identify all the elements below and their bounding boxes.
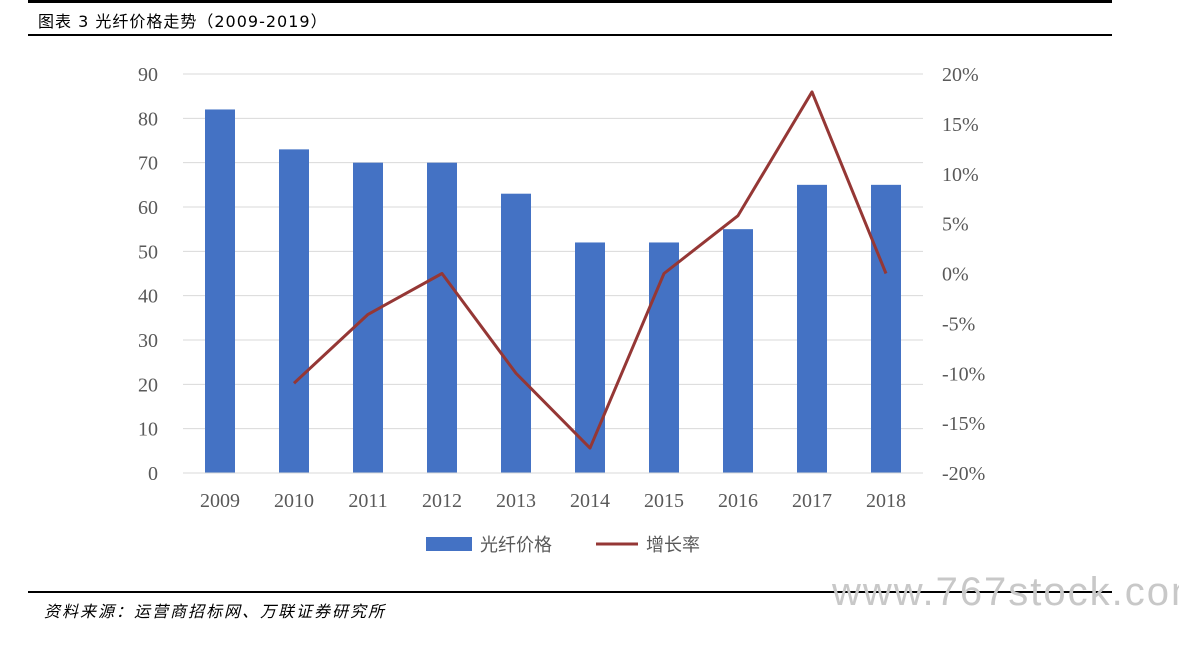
legend-label-growth: 增长率 [646,535,700,556]
y-left-tick-label: 70 [138,153,158,175]
header-rule-top [28,0,1112,3]
figure-title: 图表 3 光纤价格走势（2009-2019） [38,12,328,31]
x-tick-label: 2009 [200,490,240,512]
bar [205,109,235,473]
y-left-tick-label: 90 [138,64,158,86]
header-rule-bottom [28,34,1112,36]
axes: 0 10 20 30 40 50 60 70 80 90 20% 15% 10% 5% 0% -5% -10% -… [138,64,985,512]
bar [353,162,383,473]
bar [427,162,457,473]
x-tick-label: 2011 [348,490,387,512]
x-tick-label: 2018 [866,490,906,512]
bar [575,242,605,473]
y-right-tick-label: 10% [942,164,979,186]
y-left-tick-label: 80 [138,108,158,130]
y-left-tick-label: 30 [138,330,158,352]
legend-label-price: 光纤价格 [480,535,552,556]
x-tick-label: 2013 [496,490,536,512]
y-right-tick-label: 20% [942,64,979,86]
y-left-tick-label: 50 [138,241,158,263]
x-tick-label: 2016 [718,490,758,512]
legend-bar-swatch [426,537,472,551]
x-tick-label: 2015 [644,490,684,512]
y-right-tick-label: -10% [942,363,985,385]
x-tick-label: 2014 [570,490,610,512]
footer-rule [28,591,1112,593]
y-left-tick-label: 0 [148,463,158,485]
y-left-tick-label: 20 [138,374,158,396]
bar [871,184,901,474]
x-tick-label: 2017 [792,490,832,512]
y-left-tick-label: 10 [138,419,158,441]
y-right-tick-label: -5% [942,313,975,335]
bar-series [205,109,901,474]
bar [649,242,679,473]
y-left-tick-label: 60 [138,197,158,219]
y-right-tick-label: 15% [942,114,979,136]
bar [501,193,531,473]
y-right-tick-label: -20% [942,463,985,485]
x-tick-label: 2012 [422,490,462,512]
line-series [292,90,888,450]
x-tick-label: 2010 [274,490,314,512]
growth-rate-line [292,90,888,450]
y-left-tick-label: 40 [138,286,158,308]
y-right-tick-label: 5% [942,214,969,236]
bar [279,149,309,473]
bar [797,184,827,474]
y-right-tick-label: 0% [942,264,969,286]
legend: 光纤价格 增长率 [426,535,700,556]
combo-chart: 0 10 20 30 40 50 60 70 80 90 20% 15% 10% 5% 0% -5% -10% -… [138,64,985,556]
y-right-tick-label: -15% [942,413,985,435]
bar [723,229,753,473]
source-note: 资料来源：运营商招标网、万联证券研究所 [44,602,387,621]
watermark: www.767stock.com [832,570,1179,614]
